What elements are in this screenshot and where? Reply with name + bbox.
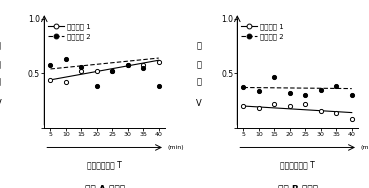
Text: 力: 力 [196, 60, 201, 69]
Text: 能: 能 [196, 42, 201, 51]
Text: 作業 A の場合: 作業 A の場合 [85, 185, 125, 188]
Text: V: V [196, 99, 201, 108]
Text: 作業 B の場合: 作業 B の場合 [277, 185, 318, 188]
Text: 力: 力 [0, 60, 1, 69]
Text: 値: 値 [0, 77, 1, 86]
Legend: グループ 1, グループ 2: グループ 1, グループ 2 [241, 22, 284, 40]
Text: (min): (min) [361, 145, 369, 150]
Text: V: V [0, 99, 1, 108]
Text: 能: 能 [0, 42, 1, 51]
Text: (min): (min) [167, 145, 184, 150]
Legend: グループ 1, グループ 2: グループ 1, グループ 2 [48, 22, 91, 40]
Text: 作業経過時間 T: 作業経過時間 T [87, 161, 122, 170]
Text: 作業経過時間 T: 作業経過時間 T [280, 161, 315, 170]
Text: 値: 値 [196, 77, 201, 86]
